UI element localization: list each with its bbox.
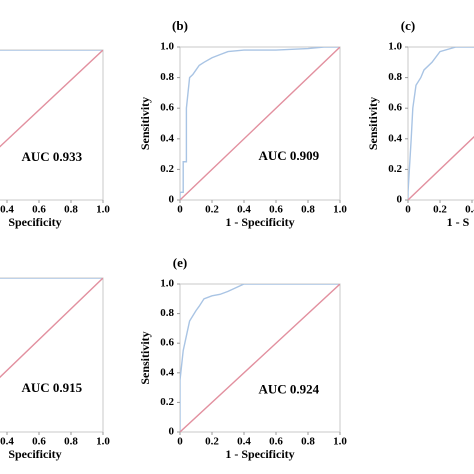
x-tick-label: 0.8 <box>301 436 315 448</box>
y-tick-label: 0.8 <box>160 71 174 83</box>
x-tick-label: 0.2 <box>433 204 447 216</box>
y-axis-label: Sensitivity <box>138 331 152 384</box>
x-tick-label: 0.8 <box>64 204 78 216</box>
x-tick-label: 0.2 <box>205 436 219 448</box>
roc-curve <box>180 47 340 200</box>
roc-panel: 0 0.2 0.4 0.6 0.8 1.0 0 0.2 0.4 (c) Sensitivity 1 -… <box>366 18 474 229</box>
y-tick-label: 0.2 <box>160 163 174 175</box>
x-tick-label: 0 <box>177 204 183 216</box>
y-tick-label: 0.6 <box>160 337 174 349</box>
panel-title: (e) <box>173 255 187 270</box>
roc-panel: 0.4 0.6 0.8 1.0 Specificity AUC 0.915 <box>0 277 110 461</box>
roc-panel: 0 0.2 0.4 0.6 0.8 1.0 0 0.2 0.4 0.6 0.8 1.0 (e) Sensi… <box>138 255 348 461</box>
y-tick-label: 0.2 <box>160 396 174 408</box>
x-tick-label: 0 <box>177 436 183 448</box>
y-axis-label: Sensitivity <box>138 97 152 150</box>
x-tick-label: 0.6 <box>269 436 283 448</box>
plot-frame <box>0 49 104 201</box>
x-tick-label: 1.0 <box>333 204 347 216</box>
y-tick-label: 0.6 <box>160 102 174 114</box>
y-tick-label: 0.2 <box>388 163 402 175</box>
reference-line <box>180 47 340 200</box>
auc-annotation: AUC 0.915 <box>21 380 82 395</box>
x-axis-label: Specificity <box>8 447 61 461</box>
roc-panel: 0 0.2 0.4 0.6 0.8 1.0 0 0.2 0.4 0.6 0.8 1.0 (b) Sensi… <box>138 18 348 229</box>
x-tick-label: 0.4 <box>465 204 474 216</box>
y-tick-label: 0.4 <box>388 132 402 144</box>
x-tick-label: 0.8 <box>301 204 315 216</box>
plot-frame <box>0 277 104 433</box>
x-tick-label: 0.8 <box>64 436 78 448</box>
plot-frame <box>179 46 341 201</box>
y-tick-label: 1.0 <box>160 278 174 290</box>
x-tick-label: 1.0 <box>96 436 110 448</box>
y-tick-label: 0.6 <box>388 102 402 114</box>
reference-line <box>408 135 474 200</box>
x-tick-label: 0.4 <box>0 436 14 448</box>
reference-line <box>0 50 103 148</box>
x-tick-label: 0.6 <box>32 436 46 448</box>
plot-area <box>0 278 103 379</box>
plot-area <box>0 50 103 148</box>
y-tick-label: 0.4 <box>160 366 174 378</box>
y-tick-label: 0 <box>169 426 175 438</box>
roc-panel: 0.4 0.6 0.8 1.0 Specificity AUC 0.933 <box>0 49 110 229</box>
plot-area <box>180 47 340 200</box>
panel-title: (b) <box>172 18 188 33</box>
reference-line <box>0 278 103 379</box>
auc-annotation: AUC 0.924 <box>258 382 319 397</box>
panel-title: (c) <box>401 18 415 33</box>
x-tick-label: 0.4 <box>237 204 251 216</box>
y-tick-label: 1.0 <box>160 41 174 53</box>
x-tick-label: 0.4 <box>0 204 14 216</box>
plot-frame <box>407 46 474 201</box>
reference-line <box>180 284 340 432</box>
roc-curve <box>408 47 474 200</box>
auc-annotation: AUC 0.909 <box>258 148 319 163</box>
plot-area <box>180 284 340 432</box>
y-tick-label: 0.4 <box>160 132 174 144</box>
roc-curve <box>180 284 340 432</box>
x-tick-label: 1.0 <box>333 436 347 448</box>
y-tick-label: 1.0 <box>388 41 402 53</box>
x-tick-label: 0.6 <box>32 204 46 216</box>
x-tick-label: 1.0 <box>96 204 110 216</box>
x-tick-label: 0 <box>405 204 411 216</box>
x-axis-label: 1 - Specificity <box>225 215 294 229</box>
x-axis-label: 1 - S <box>447 215 470 229</box>
x-tick-label: 0.2 <box>205 204 219 216</box>
y-tick-label: 0.8 <box>388 71 402 83</box>
x-axis-label: 1 - Specificity <box>225 447 294 461</box>
x-tick-label: 0.4 <box>237 436 251 448</box>
auc-annotation: AUC 0.933 <box>21 149 82 164</box>
x-tick-label: 0.6 <box>269 204 283 216</box>
y-axis-label: Sensitivity <box>366 97 380 150</box>
x-axis-label: Specificity <box>8 215 61 229</box>
plot-area <box>408 47 474 200</box>
y-tick-label: 0.8 <box>160 307 174 319</box>
y-tick-label: 0 <box>169 194 175 206</box>
y-tick-label: 0 <box>397 194 403 206</box>
